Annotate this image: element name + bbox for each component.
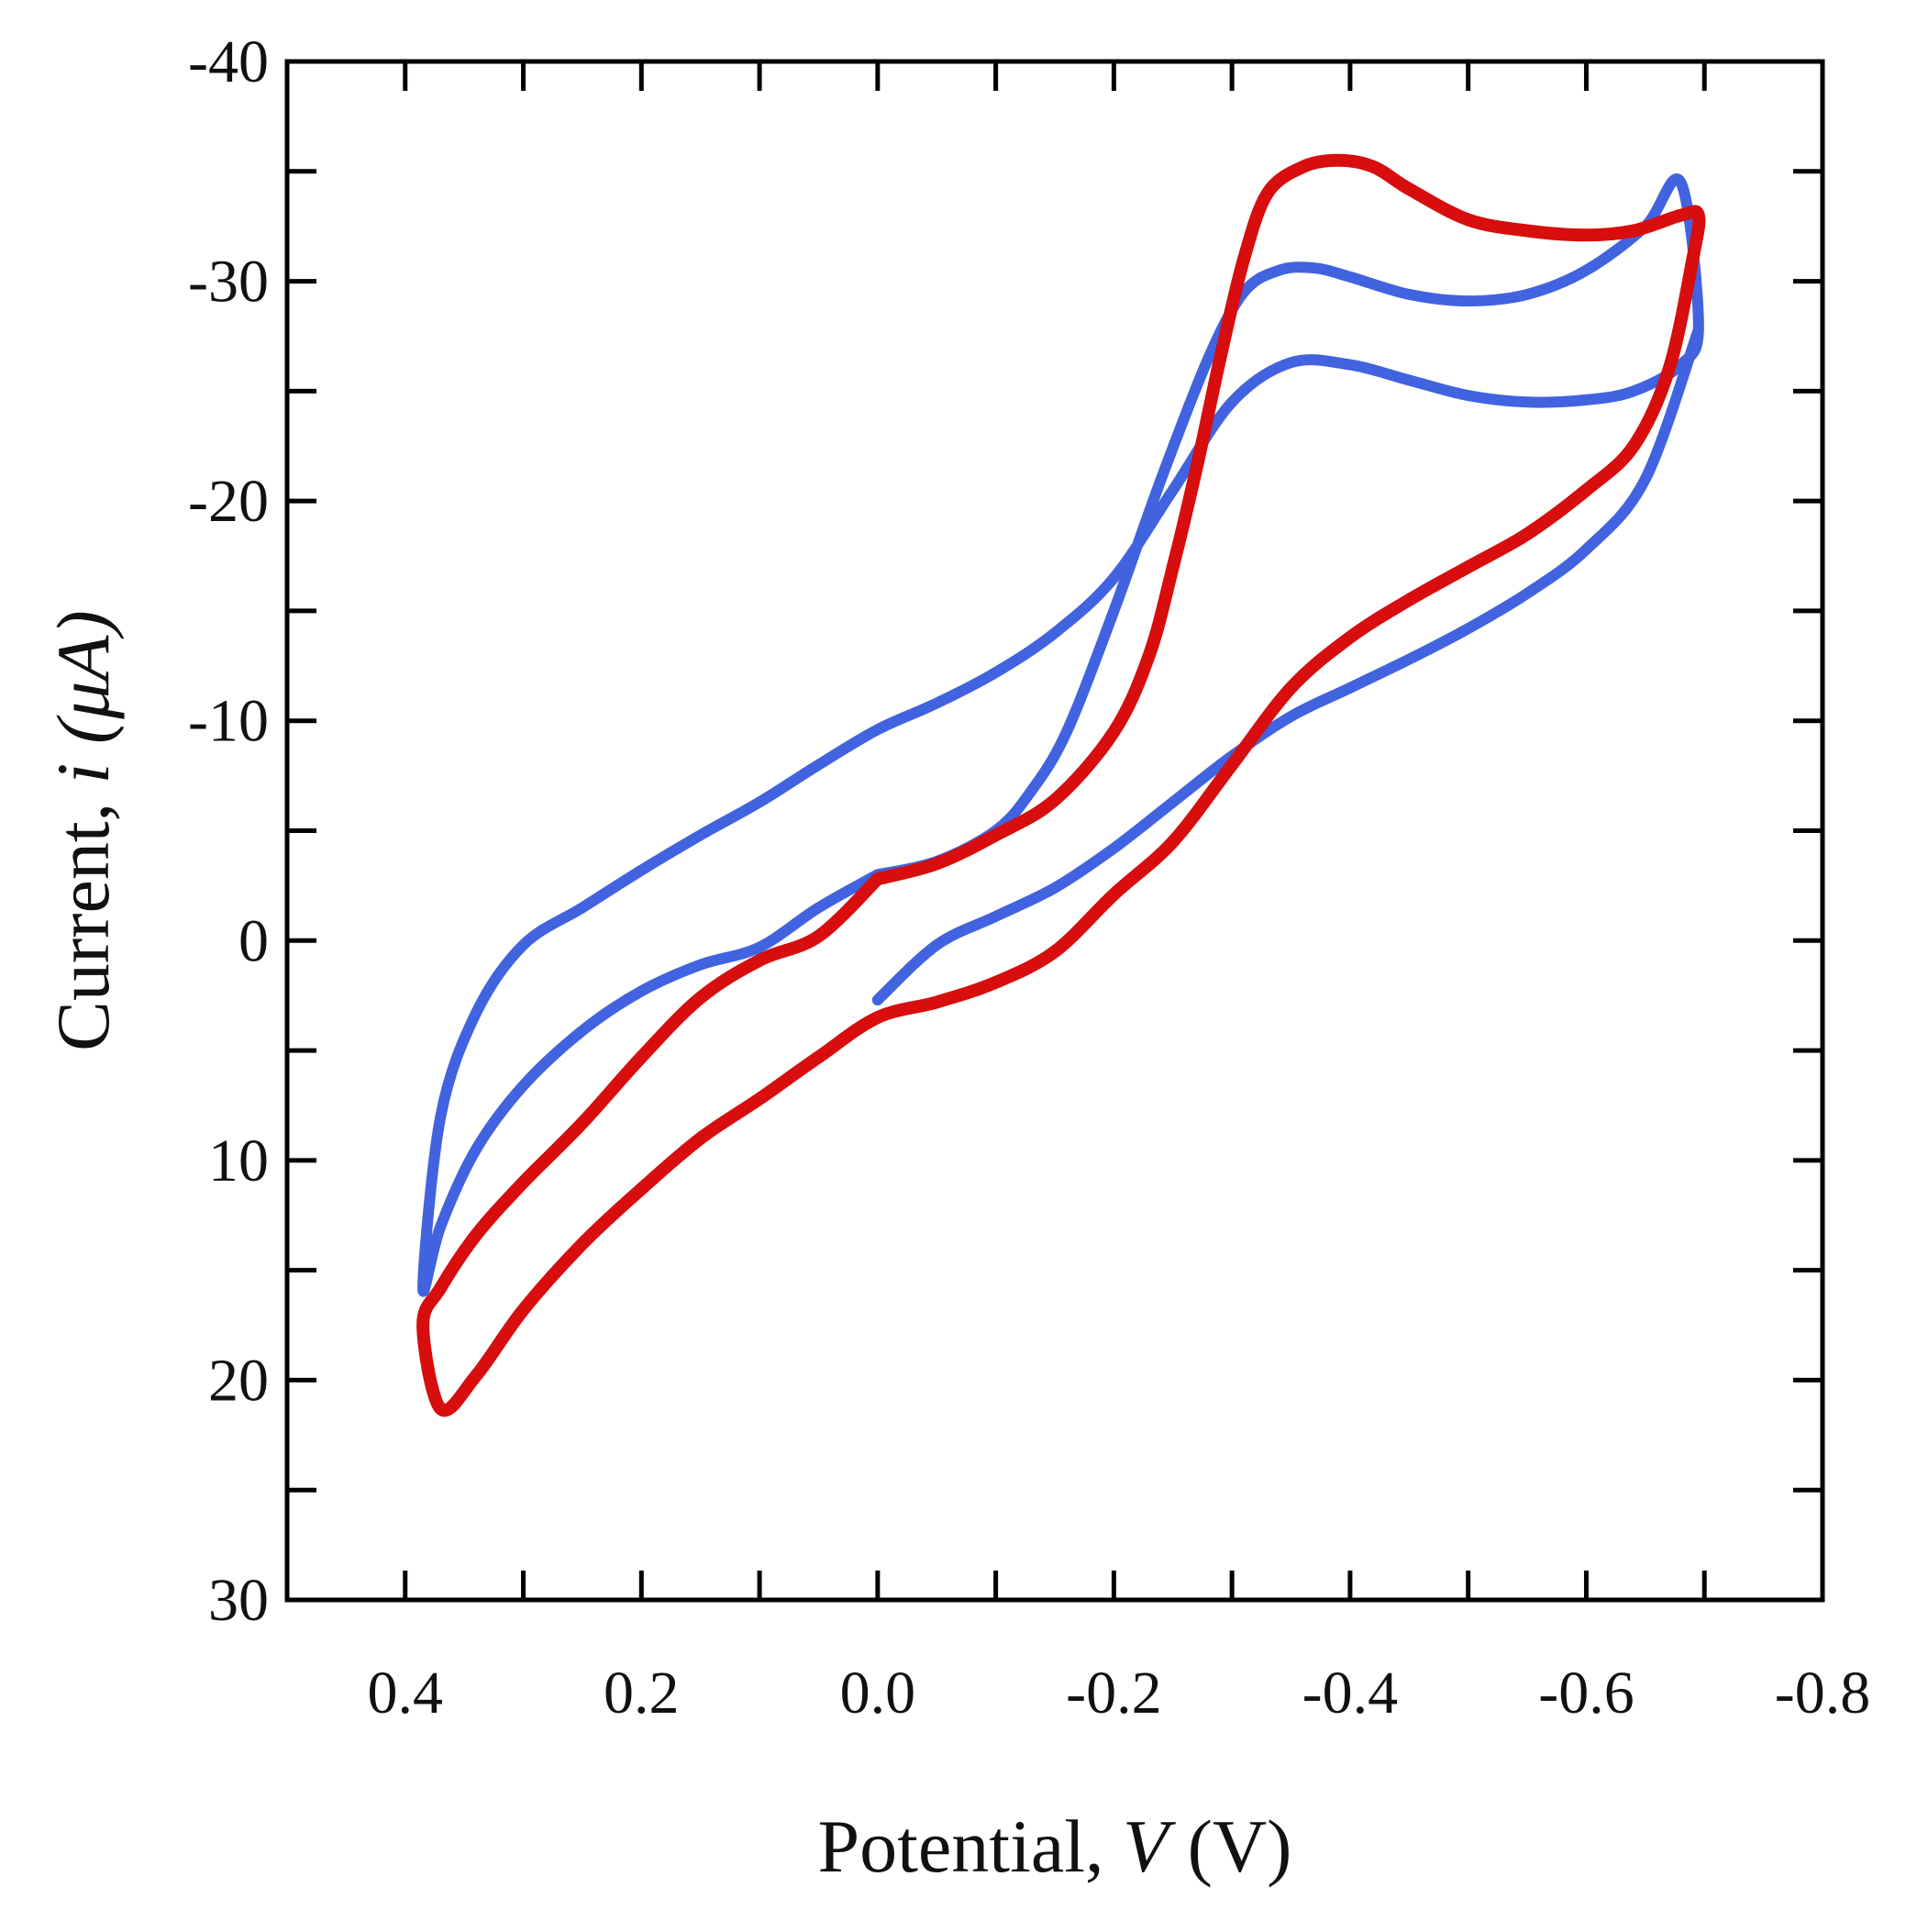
y-axis-title-prefix: Current, — [41, 783, 125, 1050]
curves-layer — [416, 153, 1706, 1417]
x-tick-labels: 0.4 0.2 0.0 -0.2 -0.4 -0.6 -0.8 — [368, 1660, 1871, 1727]
x-tick-label: -0.6 — [1538, 1660, 1634, 1727]
y-tick-label: -30 — [188, 249, 269, 316]
blue-cycle-1-second-cycle-line — [871, 324, 1704, 1005]
ticks-layer — [287, 61, 1823, 1600]
x-axis-title-unit: (V) — [1169, 1804, 1291, 1888]
x-axis-title-variable: V — [1123, 1804, 1176, 1888]
x-tick-label: 0.4 — [368, 1660, 444, 1727]
y-axis-title: Current, i (μA) — [41, 610, 125, 1051]
x-axis-title-prefix: Potential, — [818, 1804, 1124, 1888]
x-tick-label: -0.8 — [1775, 1660, 1870, 1727]
x-tick-label: -0.4 — [1302, 1660, 1398, 1727]
red-cycle-line — [416, 153, 1706, 1417]
plot-frame — [284, 59, 1825, 1603]
x-tick-label: 0.2 — [604, 1660, 680, 1727]
y-tick-label: -10 — [188, 688, 269, 755]
x-tick-label: 0.0 — [840, 1660, 916, 1727]
y-tick-label: 0 — [238, 907, 269, 974]
x-axis-title: Potential, V (V) — [818, 1804, 1292, 1888]
blue-cycle-1-line — [417, 173, 1704, 1297]
y-tick-label: -20 — [188, 468, 269, 535]
y-tick-label: 30 — [208, 1567, 269, 1634]
y-tick-label: 20 — [208, 1347, 269, 1414]
y-tick-label: 10 — [208, 1127, 269, 1194]
y-tick-label: -40 — [188, 28, 269, 95]
y-tick-labels: 30 20 10 0 -10 -20 -30 -40 — [188, 28, 269, 1634]
x-tick-label: -0.2 — [1066, 1660, 1161, 1727]
y-axis-title-variable: i (μA) — [41, 610, 125, 783]
